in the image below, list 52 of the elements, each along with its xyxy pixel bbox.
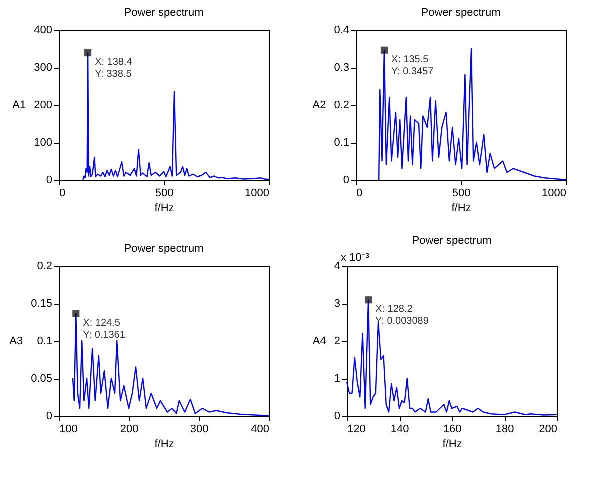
y-tick-label: 0 (334, 410, 340, 422)
y-tick-label: 0.05 (31, 373, 52, 385)
y-tick-label: 0.2 (334, 100, 350, 112)
annotation: X: 124.5 Y: 0.1361 (83, 318, 126, 341)
y-tick-label: 0.1 (334, 137, 350, 149)
text: x 10⁻³ (341, 252, 370, 264)
x-tick-label: 180 (496, 424, 514, 436)
chart-title: Power spectrum (124, 243, 204, 255)
y-axis-title: A2 (312, 100, 326, 112)
annotation: X: 138.4 Y: 338.5 (95, 57, 133, 80)
x-axis-title: f/Hz (442, 438, 462, 450)
y-tick-label: 400 (34, 24, 52, 36)
y-tick-label: 0.3 (334, 62, 350, 74)
x-tick-label: 100 (60, 424, 78, 436)
x-axis-title: f/Hz (154, 438, 174, 450)
y-tick-label: 300 (34, 62, 52, 74)
y-tick-label: 0.15 (31, 298, 52, 310)
y-tick-label: 200 (34, 100, 52, 112)
x-tick-label: 140 (390, 424, 410, 436)
chart-title: Power spectrum (421, 7, 501, 19)
y-axis-title: A4 (312, 336, 326, 348)
y-tick-label: 0 (343, 174, 350, 186)
x-tick-label: 300 (190, 424, 209, 436)
x-tick-label: 120 (348, 424, 366, 436)
x-tick-label: 1000 (542, 188, 566, 200)
chart-title: Power spectrum (412, 235, 492, 247)
y-tick-label: 0 (46, 174, 52, 186)
y-tick-label: 100 (34, 137, 52, 149)
y-tick-label: 0 (46, 410, 52, 422)
y-tick-label: 2 (334, 336, 340, 348)
y-tick-label: 0.1 (37, 336, 52, 348)
x-axis-title: f/Hz (452, 202, 472, 214)
x-tick-label: 0 (356, 188, 363, 200)
x-tick-label: 200 (120, 424, 139, 436)
chart-title: Power spectrum (124, 7, 204, 19)
x-tick-label: 500 (452, 188, 471, 200)
y-axis-title: A1 (12, 100, 26, 112)
x-axis-title: f/Hz (154, 202, 174, 214)
y-tick-label: 0.4 (334, 24, 350, 36)
annotation: X: 135.5 Y: 0.3457 (391, 54, 434, 78)
y-tick-label: 1 (334, 373, 340, 385)
x-tick-label: 400 (251, 424, 270, 436)
x-tick-label: 1000 (245, 188, 270, 200)
x-tick-label: 500 (155, 188, 174, 200)
x-tick-label: 0 (60, 188, 66, 200)
x-tick-label: 160 (443, 424, 462, 436)
annotation: X: 128.2 Y: 0.003089 (376, 304, 430, 328)
y-tick-label: 4 (334, 260, 340, 272)
y-axis-title: A3 (10, 336, 24, 348)
x-tick-label: 200 (539, 424, 558, 436)
y-tick-label: 0.2 (37, 260, 52, 272)
y-tick-label: 3 (334, 298, 340, 310)
